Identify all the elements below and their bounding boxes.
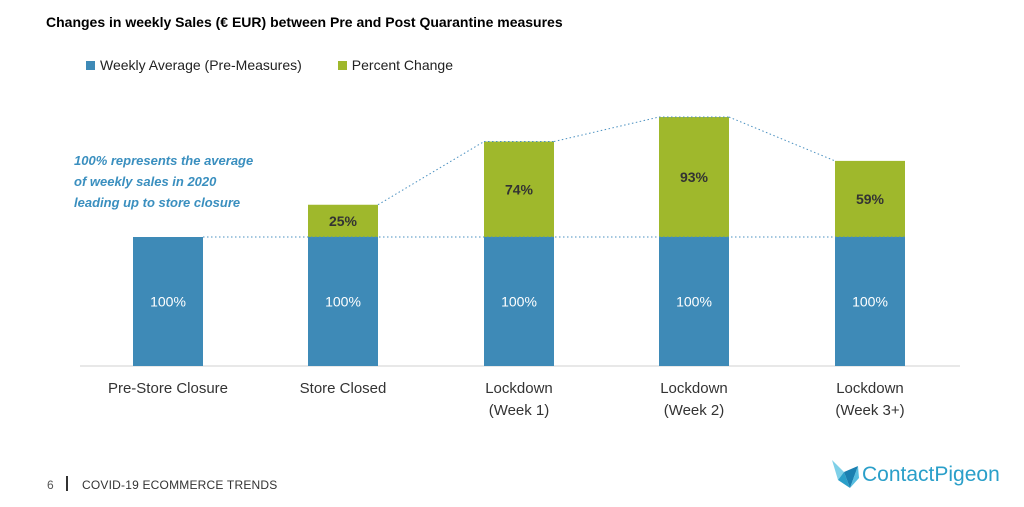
bar-label-base: 100% [676, 294, 712, 310]
annotation-line: 100% represents the average [74, 153, 254, 168]
footer-caption: COVID-19 ECOMMERCE TRENDS [82, 478, 278, 492]
bar-change [835, 160, 905, 237]
legend-swatch-base [86, 60, 95, 70]
bar-label-change: 25% [329, 213, 358, 229]
bar-label-base: 100% [325, 294, 361, 310]
x-tick-label: Lockdown [836, 380, 904, 397]
annotation-line: of weekly sales in 2020 [74, 174, 217, 189]
x-tick-label: Pre-Store Closure [108, 380, 228, 397]
bar-base [659, 237, 729, 366]
x-tick-label: Lockdown [660, 380, 728, 397]
bar-base [133, 237, 203, 366]
trend-dotted-line [553, 116, 660, 143]
bar-label-change: 74% [505, 181, 534, 197]
x-tick-label: Store Closed [300, 380, 387, 397]
legend-item-change: Percent Change [337, 57, 453, 73]
brand-logo: ContactPigeon [830, 458, 1000, 492]
page-number: 6 [47, 478, 54, 492]
bar-base [835, 237, 905, 366]
bar-base [308, 237, 378, 366]
bar-change [308, 204, 378, 237]
annotation-line: leading up to store closure [74, 195, 241, 210]
bar-label-base: 100% [150, 294, 186, 310]
x-tick-label: (Week 3+) [835, 402, 904, 419]
legend-swatch-change [337, 60, 347, 70]
annotation-note: 100% represents the average of weekly sa… [74, 150, 314, 213]
trend-dotted-line [728, 116, 836, 162]
legend-label-base: Weekly Average (Pre-Measures) [100, 57, 302, 73]
bar-change [659, 117, 729, 237]
pigeon-icon [832, 460, 859, 488]
legend-label-change: Percent Change [351, 57, 453, 73]
bar-label-change: 93% [680, 169, 709, 185]
legend: Weekly Average (Pre-Measures) Percent Ch… [86, 57, 489, 73]
bar-label-base: 100% [501, 294, 537, 310]
bar-base [484, 237, 554, 366]
bar-label-change: 59% [856, 191, 885, 207]
bar-label-base: 100% [852, 294, 888, 310]
x-tick-label: Lockdown [485, 380, 553, 397]
chart-title: Changes in weekly Sales (€ EUR) between … [46, 14, 563, 30]
footer-divider [66, 476, 68, 491]
x-tick-label: (Week 1) [489, 402, 550, 419]
bar-change [484, 141, 554, 237]
legend-item-base: Weekly Average (Pre-Measures) [86, 57, 302, 73]
trend-dotted-line [377, 141, 485, 206]
logo-text: ContactPigeon [862, 463, 1000, 486]
x-tick-label: (Week 2) [664, 402, 725, 419]
